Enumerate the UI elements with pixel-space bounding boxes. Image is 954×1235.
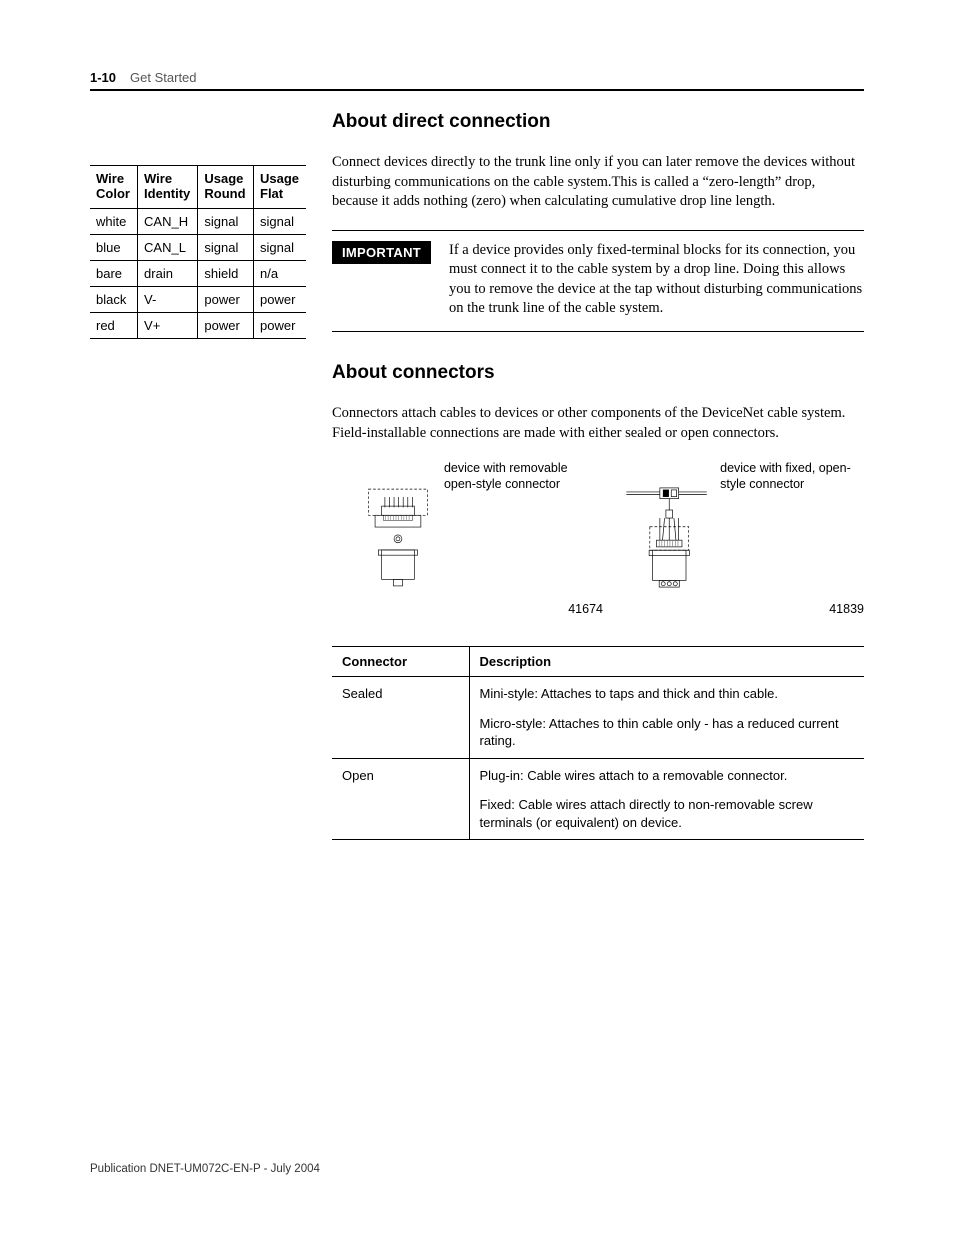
figure-number: 41839	[829, 602, 864, 616]
table-cell: power	[254, 312, 307, 338]
table-cell: shield	[198, 260, 254, 286]
table-row: Wire Color Wire Identity Usage Round Usa…	[90, 166, 306, 209]
table-cell-paragraph: Mini-style: Attaches to taps and thick a…	[480, 685, 855, 703]
table-cell: CAN_H	[138, 208, 198, 234]
table-row: Connector Description	[332, 647, 864, 677]
section-heading: About connectors	[332, 362, 864, 384]
connector-table: Connector Description Sealed Mini-style: …	[332, 646, 864, 840]
col-header: Wire Identity	[138, 166, 198, 209]
table-cell: V-	[138, 286, 198, 312]
table-cell: CAN_L	[138, 234, 198, 260]
table-cell: Plug-in: Cable wires attach to a removab…	[469, 758, 864, 840]
publication-footer: Publication DNET-UM072C-EN-P - July 2004	[90, 1163, 320, 1175]
figure: device with removable open-style connect…	[362, 461, 603, 616]
col-header: Wire Color	[90, 166, 138, 209]
table-cell: bare	[90, 260, 138, 286]
table-row: baredrainshieldn/a	[90, 260, 306, 286]
body-paragraph: Connect devices directly to the trunk li…	[332, 153, 864, 212]
page-number: 1-10	[90, 70, 116, 85]
table-cell-paragraph: Fixed: Cable wires attach directly to no…	[480, 796, 855, 831]
body-paragraph: Connectors attach cables to devices or o…	[332, 404, 864, 443]
table-cell: power	[198, 286, 254, 312]
table-row: redV+powerpower	[90, 312, 306, 338]
page-header: 1-10 Get Started	[90, 70, 864, 85]
table-cell: V+	[138, 312, 198, 338]
table-row: Sealed Mini-style: Attaches to taps and t…	[332, 677, 864, 759]
figure-caption: device with fixed, open-style connector	[720, 461, 864, 492]
wire-color-table: Wire Color Wire Identity Usage Round Usa…	[90, 165, 306, 339]
table-cell: white	[90, 208, 138, 234]
table-cell: power	[254, 286, 307, 312]
chapter-title: Get Started	[130, 70, 196, 85]
table-row: blackV-powerpower	[90, 286, 306, 312]
header-rule	[90, 89, 864, 91]
figure: device with fixed, open-style connector …	[623, 461, 864, 616]
figure-number: 41674	[568, 602, 603, 616]
table-row: Open Plug-in: Cable wires attach to a rem…	[332, 758, 864, 840]
table-cell-paragraph: Micro-style: Attaches to thin cable only…	[480, 715, 855, 750]
table-cell: signal	[198, 208, 254, 234]
table-cell: Sealed	[332, 677, 469, 759]
table-cell: red	[90, 312, 138, 338]
table-cell: Mini-style: Attaches to taps and thick a…	[469, 677, 864, 759]
col-header: Description	[469, 647, 864, 677]
table-cell: drain	[138, 260, 198, 286]
important-text: If a device provides only fixed-terminal…	[449, 241, 864, 319]
table-cell: power	[198, 312, 254, 338]
section-heading: About direct connection	[332, 111, 864, 133]
device-fixed-connector-icon	[623, 461, 710, 616]
device-removable-connector-icon	[362, 461, 434, 616]
table-row: blueCAN_Lsignalsignal	[90, 234, 306, 260]
important-label: IMPORTANT	[332, 241, 431, 264]
table-cell: blue	[90, 234, 138, 260]
table-cell: signal	[198, 234, 254, 260]
table-cell: black	[90, 286, 138, 312]
figure-row: device with removable open-style connect…	[362, 461, 864, 616]
table-cell-paragraph: Plug-in: Cable wires attach to a removab…	[480, 767, 855, 785]
figure-caption: device with removable open-style connect…	[444, 461, 603, 492]
table-cell: signal	[254, 208, 307, 234]
table-cell: signal	[254, 234, 307, 260]
table-cell: Open	[332, 758, 469, 840]
col-header: Usage Flat	[254, 166, 307, 209]
table-row: whiteCAN_Hsignalsignal	[90, 208, 306, 234]
important-callout: IMPORTANT If a device provides only fixe…	[332, 230, 864, 332]
table-cell: n/a	[254, 260, 307, 286]
col-header: Usage Round	[198, 166, 254, 209]
col-header: Connector	[332, 647, 469, 677]
